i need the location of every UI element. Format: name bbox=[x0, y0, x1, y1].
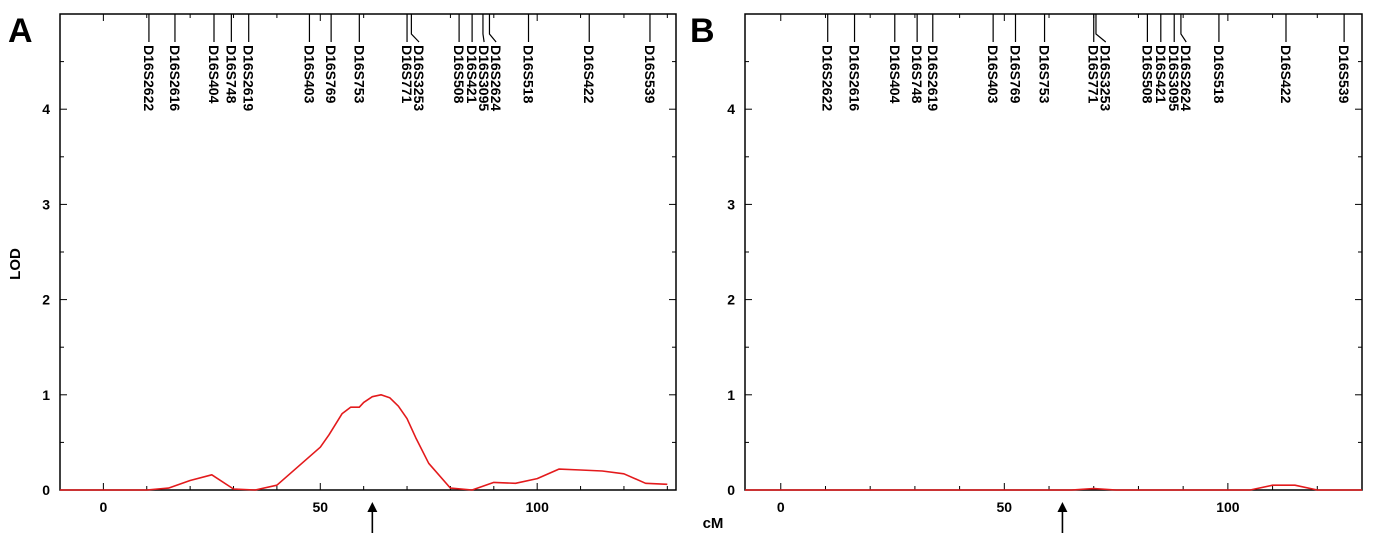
panel-b-marker-label: D16S2622 bbox=[820, 45, 836, 111]
panel-a-x-tick-label: 0 bbox=[99, 499, 107, 515]
panel-a-marker-label: D16S753 bbox=[351, 45, 367, 104]
panel-b-marker-label: D16S421 bbox=[1153, 45, 1169, 104]
panel-b-x-tick-label: 0 bbox=[777, 499, 785, 515]
panel-b-y-tick-label: 3 bbox=[727, 196, 735, 212]
panel-a-marker-label: D16S3253 bbox=[411, 45, 427, 111]
panel-a-marker-label: D16S2619 bbox=[241, 45, 257, 111]
panel-a-x-tick-label: 100 bbox=[526, 499, 550, 515]
panel-b-marker-line bbox=[1095, 14, 1107, 43]
y-axis-label: LOD bbox=[7, 248, 24, 280]
panel-a-marker-label: D16S2622 bbox=[141, 45, 157, 111]
panel-a-marker-label: D16S518 bbox=[521, 45, 537, 104]
panel-b-x-tick-label: 50 bbox=[997, 499, 1013, 515]
panel-b-peak-arrow-head bbox=[1057, 502, 1068, 512]
panel-a-marker-label: D16S3095 bbox=[476, 45, 492, 111]
panel-b-marker-label: D16S753 bbox=[1037, 45, 1053, 104]
panel-a-y-tick-label: 1 bbox=[42, 387, 50, 403]
panel-a-y-tick-label: 0 bbox=[42, 482, 50, 498]
panel-b-marker-label: D16S403 bbox=[985, 45, 1001, 104]
panel-a-marker-label: D16S422 bbox=[581, 45, 597, 104]
panel-a-marker-line bbox=[488, 14, 497, 43]
panel-b-marker-label: D16S404 bbox=[887, 45, 903, 104]
panel-b-x-tick-label: 100 bbox=[1216, 499, 1240, 515]
panel-a-marker-label: D16S771 bbox=[399, 45, 415, 104]
panel-b-y-tick-label: 1 bbox=[727, 387, 735, 403]
panel-b-y-tick-label: 4 bbox=[727, 101, 735, 117]
panel-a-marker-label: D16S421 bbox=[464, 45, 480, 104]
panel-b-marker-label: D16S3095 bbox=[1166, 45, 1182, 111]
panel-a-panel-label: A bbox=[8, 12, 33, 50]
panel-a-y-tick-label: 3 bbox=[42, 196, 50, 212]
panel-b-marker-label: D16S2619 bbox=[925, 45, 941, 111]
panel-a-peak-arrow-head bbox=[367, 502, 378, 512]
panel-b-marker-label: D16S3253 bbox=[1098, 45, 1114, 111]
panel-b-marker-label: D16S748 bbox=[909, 45, 925, 104]
panel-a-marker-label: D16S404 bbox=[206, 45, 222, 104]
panel-b-marker-label: D16S2616 bbox=[847, 45, 863, 111]
panel-a-marker-label: D16S2616 bbox=[167, 45, 183, 111]
panel-a-y-tick-label: 4 bbox=[42, 101, 50, 117]
panel-a-lod-curve bbox=[60, 393, 668, 491]
panel-b-marker-label: D16S422 bbox=[1278, 45, 1294, 104]
panel-b-marker-label: D16S2624 bbox=[1178, 45, 1194, 111]
panel-b-marker-label: D16S771 bbox=[1086, 45, 1102, 104]
panel-a-y-tick-label: 2 bbox=[42, 292, 50, 308]
panel-b-marker-label: D16S769 bbox=[1007, 45, 1023, 104]
panel-b-marker-line bbox=[1180, 14, 1187, 43]
panel-a-marker-line bbox=[482, 14, 485, 43]
panel-a-marker-label: D16S769 bbox=[323, 45, 339, 104]
panel-b-lod-curve bbox=[745, 484, 1362, 491]
x-axis-label: cM bbox=[703, 515, 724, 532]
panel-b-marker-label: D16S518 bbox=[1211, 45, 1227, 104]
panel-b-marker-label: D16S508 bbox=[1139, 45, 1155, 104]
panel-b-y-tick-label: 2 bbox=[727, 292, 735, 308]
panel-a-marker-line bbox=[410, 14, 420, 43]
panel-a-marker-label: D16S2624 bbox=[488, 45, 504, 111]
panel-a-marker-label: D16S403 bbox=[301, 45, 317, 104]
panel-a-x-tick-label: 50 bbox=[312, 499, 328, 515]
panel-b-marker-label: D16S539 bbox=[1336, 45, 1352, 104]
panel-a-marker-label: D16S748 bbox=[223, 45, 239, 104]
panel-b-panel-label: B bbox=[690, 12, 715, 50]
panel-b-y-tick-label: 0 bbox=[727, 482, 735, 498]
panel-a-marker-label: D16S508 bbox=[451, 45, 467, 104]
panel-a-marker-label: D16S539 bbox=[642, 45, 658, 104]
